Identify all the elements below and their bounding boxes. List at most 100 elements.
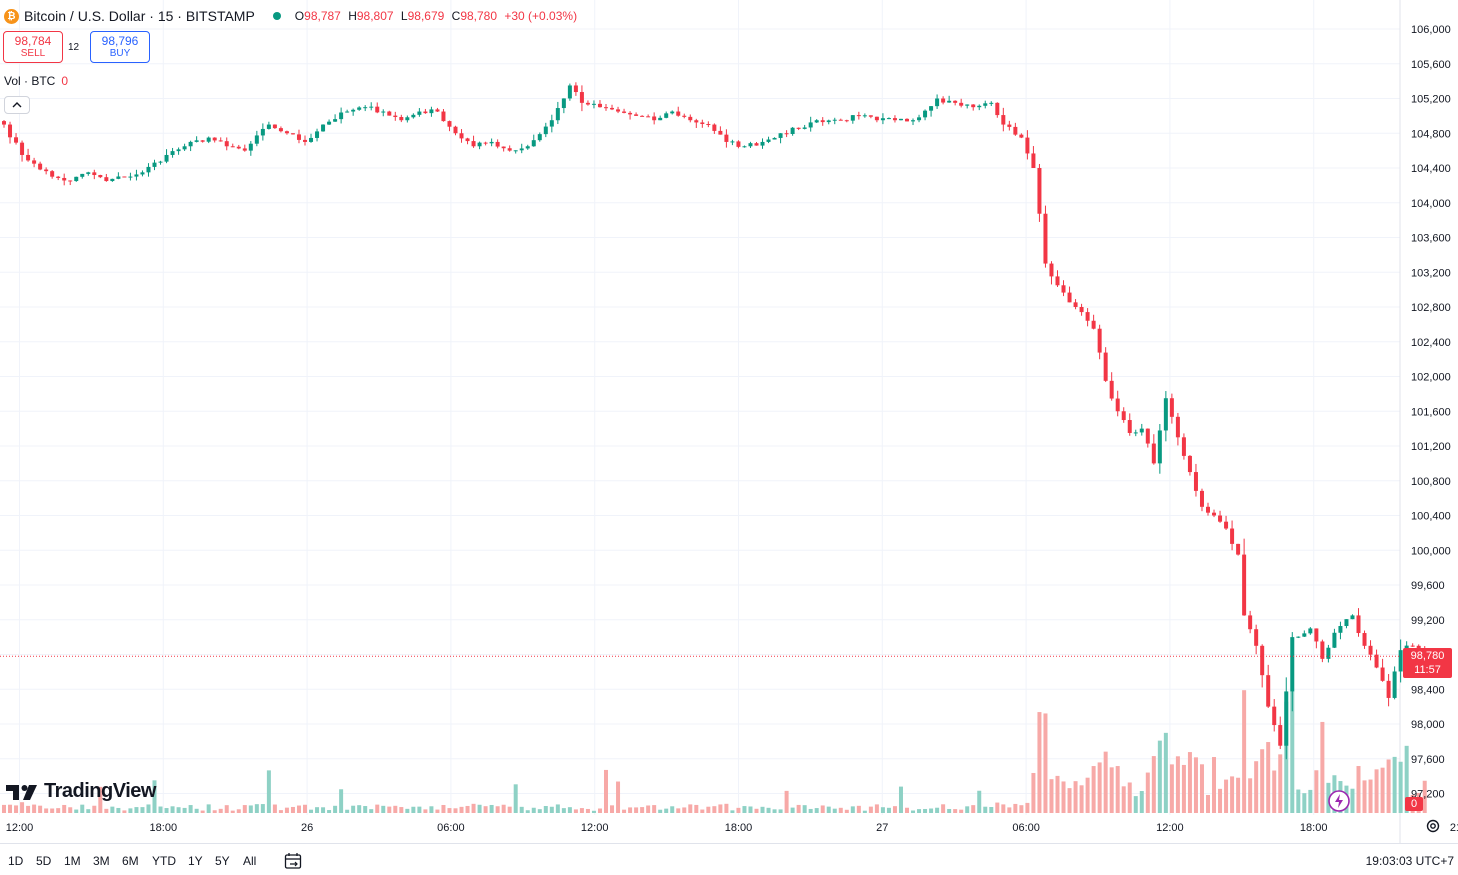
volume-bar [200, 810, 205, 813]
candle-body [1091, 320, 1096, 329]
volume-bar [1260, 749, 1265, 813]
chevron-up-icon [12, 102, 22, 108]
range-button-5d[interactable]: 5D [36, 854, 52, 868]
candle-body [1350, 615, 1355, 620]
volume-bar [2, 804, 6, 813]
candle-body [1085, 312, 1090, 321]
volume-bar [1157, 740, 1162, 813]
range-button-ytd[interactable]: YTD [152, 854, 176, 868]
time-tick-label: 18:00 [1300, 822, 1328, 834]
calendar-range-icon[interactable] [284, 852, 304, 870]
candle-body [1338, 626, 1343, 633]
candle-body [880, 118, 885, 121]
candle-body [116, 176, 121, 179]
candle-body [664, 113, 669, 118]
candle-body [676, 111, 681, 116]
candle-body [760, 141, 765, 146]
range-button-3m[interactable]: 3M [93, 854, 110, 868]
tradingview-logo[interactable]: TradingView [6, 780, 156, 803]
sell-button[interactable]: 98,784 SELL [3, 31, 63, 63]
range-button-1y[interactable]: 1Y [188, 854, 203, 868]
volume-bar [561, 808, 566, 813]
range-button-1d[interactable]: 1D [8, 854, 24, 868]
price-tick-label: 97,600 [1411, 754, 1445, 766]
volume-bar [790, 807, 795, 813]
candle-body [1037, 168, 1042, 214]
candle-body [146, 166, 151, 173]
candle-body [1079, 307, 1084, 313]
candle-body [543, 126, 548, 135]
candle-body [525, 146, 530, 149]
volume-bar [754, 808, 759, 813]
candle-body [1193, 472, 1198, 491]
flash-icon[interactable] [1327, 789, 1351, 813]
buy-button[interactable]: 98,796 BUY [90, 31, 150, 63]
range-button-6m[interactable]: 6M [122, 854, 139, 868]
candle-body [387, 111, 392, 116]
price-tick-label: 104,000 [1411, 198, 1451, 210]
candle-body [616, 109, 621, 112]
buy-label: BUY [109, 48, 131, 59]
candle-body [507, 148, 512, 151]
gear-icon[interactable] [1425, 818, 1441, 834]
price-tick-label: 98,000 [1411, 719, 1445, 731]
volume-bar [760, 806, 765, 813]
collapse-legend-button[interactable] [4, 96, 30, 114]
time-axis[interactable]: 12:00 18:00 26 06:00 12:00 18:00 27 06:00 12:00 1… [6, 822, 1458, 834]
candle-body [1151, 443, 1156, 464]
candle-body [411, 114, 416, 118]
volume-bar [116, 807, 121, 813]
time-tick-label: 21: [1450, 822, 1458, 834]
candle-body [104, 177, 109, 182]
range-button-all[interactable]: All [243, 854, 257, 868]
candle-body [375, 106, 380, 113]
volume-bar [68, 807, 73, 813]
volume-bar [1085, 777, 1090, 813]
time-tick-label: 12:00 [6, 822, 34, 834]
volume-bar [1380, 767, 1385, 813]
volume-bar [543, 805, 548, 813]
range-toolbar: 1D 5D 1M 3M 6M YTD 1Y 5Y All [0, 852, 1458, 872]
candle-body [495, 141, 500, 147]
range-button-1m[interactable]: 1M [64, 854, 81, 868]
price-axis[interactable]: 106,000 105,600 105,200 104,800 104,400 104,0… [1411, 24, 1451, 801]
timezone-clock[interactable]: 19:03:03 UTC+7 [1365, 854, 1454, 868]
candle-body [1061, 285, 1066, 293]
volume-bar [14, 805, 19, 813]
range-button-5y[interactable]: 5Y [215, 854, 230, 868]
tradingview-logo-icon [6, 784, 37, 800]
candle-body [1043, 213, 1048, 264]
candle-body [1308, 628, 1313, 634]
buy-price: 98,796 [101, 34, 139, 48]
volume-bar [471, 803, 476, 813]
market-status-dot[interactable] [272, 12, 281, 20]
volume-bar [682, 807, 687, 813]
candle-body [1206, 506, 1210, 513]
candle-body [585, 102, 590, 105]
volume-bar [935, 807, 940, 813]
candle-body [20, 142, 25, 155]
volume-bar [309, 809, 314, 813]
candle-body [152, 162, 157, 167]
volume-bar [501, 804, 506, 813]
volume-bar [591, 810, 596, 813]
candle-body [700, 122, 705, 124]
volume-bar [1230, 776, 1235, 813]
candle-body [327, 121, 332, 125]
price-tick-label: 101,200 [1411, 441, 1451, 453]
candle-body [56, 176, 61, 178]
volume-bar [1362, 780, 1367, 813]
high-value: 98,807 [356, 9, 394, 23]
volume-bar [393, 805, 398, 813]
tradingview-logo-text: TradingView [44, 780, 156, 802]
symbol-title[interactable]: Bitcoin / U.S. Dollar · 15 · BITSTAMP [24, 8, 255, 24]
candle-body [628, 112, 633, 115]
volume-legend[interactable]: Vol · BTC 0 [4, 74, 68, 88]
volume-bar [664, 808, 669, 813]
candle-body [453, 126, 458, 134]
volume-bar [1103, 751, 1108, 813]
candle-body [134, 174, 139, 177]
volume-bar [170, 806, 175, 813]
candle-body [1181, 437, 1186, 456]
